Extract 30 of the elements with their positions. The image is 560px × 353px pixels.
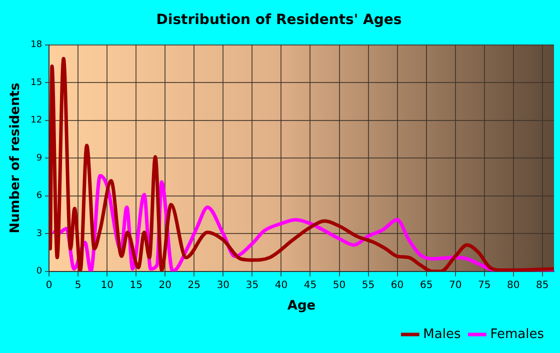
x-tick-label: 45 (304, 280, 317, 291)
y-tick-label: 0 (36, 266, 42, 277)
x-tick-label: 15 (130, 280, 142, 291)
y-tick-label: 6 (36, 191, 42, 202)
y-tick-label: 15 (30, 78, 42, 88)
legend-label: Males (423, 326, 461, 342)
y-axis-title: Number of residents (8, 82, 24, 234)
x-tick-label: 10 (100, 280, 114, 291)
y-tick-label: 3 (36, 228, 42, 239)
x-tick-label: 70 (448, 280, 462, 291)
x-tick-label: 20 (158, 280, 172, 291)
x-tick-label: 85 (536, 280, 549, 291)
x-tick-label: 50 (332, 280, 346, 291)
x-tick-label: 35 (246, 280, 259, 291)
x-tick-label: 25 (188, 280, 201, 291)
x-axis-title: Age (287, 298, 316, 314)
y-tick-label: 18 (30, 40, 42, 50)
x-tick-label: 40 (274, 280, 288, 291)
x-tick-label: 75 (478, 280, 491, 291)
x-tick-label: 30 (216, 280, 230, 291)
x-tick-label: 60 (390, 280, 404, 291)
legend-label: Females (490, 326, 544, 342)
y-tick-label: 12 (30, 116, 42, 126)
chart-title: Distribution of Residents' Ages (156, 12, 402, 28)
y-tick-label: 9 (36, 153, 42, 164)
x-tick-label: 55 (362, 280, 375, 291)
x-tick-label: 65 (420, 280, 433, 291)
x-tick-label: 5 (74, 280, 82, 291)
x-tick-label: 80 (507, 280, 520, 291)
x-tick-label: 0 (46, 280, 52, 291)
